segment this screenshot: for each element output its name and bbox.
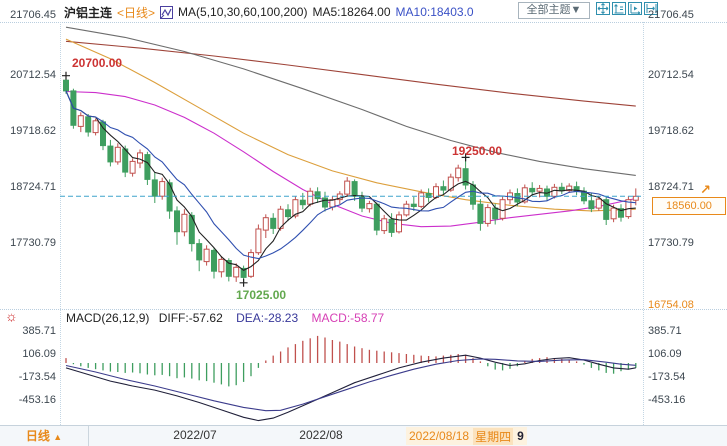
price-axis-label: 17730.79 (648, 237, 694, 249)
triangle-up-icon: ▲ (53, 432, 63, 442)
period-selector[interactable]: 日线 ▲ (0, 426, 89, 446)
time-axis-bar: 日线 ▲ 2022/07 2022/08 2022/08/18 星期四 9 (0, 425, 727, 446)
shift-right-button[interactable] (644, 2, 658, 15)
pan-tool-button[interactable] (596, 2, 610, 15)
period-tag: <日线> (117, 5, 156, 20)
price-axis-label: 21706.45 (648, 9, 694, 21)
last-price-tag: 18560.00 (652, 197, 726, 215)
indicator-chart-icon[interactable] (160, 5, 174, 19)
macd-value-label: MACD:-58.77 (311, 311, 385, 325)
shift-right-icon (646, 4, 657, 13)
chart-header: 沪铝主连 <日线> MA(5,10,30,60,100,200) MA5:182… (64, 3, 474, 21)
symbol-name: 沪铝主连 (64, 5, 113, 20)
annotation-low: 17025.00 (236, 288, 287, 302)
plot-left-border (60, 22, 61, 425)
macd-dea-label: DEA:-28.23 (236, 311, 299, 325)
macd-axis-label: -453.16 (648, 394, 686, 406)
macd-axis-label: 106.09 (648, 348, 682, 360)
crosshair-date: 2022/08/18 星期四 9 (406, 427, 527, 445)
month-label: 2022/07 (173, 428, 217, 442)
weekday-label: 星期四 (473, 427, 514, 445)
price-axis-label: 17730.79 (10, 237, 56, 249)
price-axis-lower-label: 16754.08 (648, 299, 694, 311)
price-axis-label: 18724.71 (648, 181, 694, 193)
y-axis-scale-button[interactable] (612, 2, 626, 15)
header-separator (0, 22, 727, 23)
macd-axis-label: -173.54 (18, 371, 56, 383)
sun-icon[interactable]: ☼ (5, 308, 18, 324)
macd-axis-label: 385.71 (648, 325, 682, 337)
candlestick-plot[interactable] (60, 22, 643, 310)
x-axis-scale-button[interactable] (628, 2, 642, 15)
month-label: 2022/08 (299, 428, 343, 442)
ma10-value-label: MA10:18403.0 (395, 5, 474, 19)
price-axis-label: 20712.54 (10, 69, 56, 81)
pan-icon (597, 3, 609, 14)
price-axis-label: 19718.62 (648, 125, 694, 137)
macd-diff-label: DIFF:-57.62 (158, 311, 223, 325)
ma-params-label: MA(5,10,30,60,100,200) (178, 5, 308, 19)
theme-dropdown[interactable]: 全部主题▼ (518, 2, 590, 19)
date-label: 2022/08/18 (409, 429, 470, 443)
macd-header: MACD(26,12,9) DIFF:-57.62 DEA:-28.23 MAC… (66, 311, 384, 325)
macd-params-label: MACD(26,12,9) (66, 311, 150, 325)
panel-separator (0, 309, 727, 310)
ma5-value-label: MA5:18264.00 (312, 5, 391, 19)
price-axis-label: 21706.45 (10, 9, 56, 21)
macd-axis-label: 106.09 (22, 348, 56, 360)
price-axis-label: 19718.62 (10, 125, 56, 137)
price-axis-label: 18724.71 (10, 181, 56, 193)
macd-axis-label: 385.71 (22, 325, 56, 337)
annotation-peak: 19250.00 (452, 144, 503, 158)
y-axis-scale-icon (614, 4, 624, 14)
jump-to-latest-icon[interactable]: ↗ (700, 182, 711, 197)
session-label: 9 (517, 429, 524, 443)
period-label: 日线 (25, 429, 50, 443)
macd-axis-label: -453.16 (18, 394, 56, 406)
chart-toolbar (596, 2, 658, 15)
macd-plot[interactable] (60, 310, 643, 425)
plot-right-border (643, 22, 644, 425)
x-axis-scale-icon (630, 4, 641, 14)
annotation-high-start: 20700.00 (72, 56, 123, 70)
price-axis-label: 20712.54 (648, 69, 694, 81)
macd-axis-label: -173.54 (648, 371, 686, 383)
